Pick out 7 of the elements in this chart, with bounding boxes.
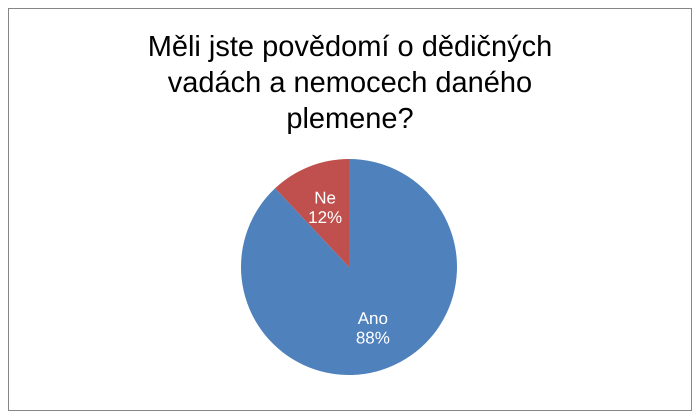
data-label: 88% xyxy=(356,328,390,348)
pie-slice xyxy=(275,159,349,267)
chart-title: Měli jste povědomí o dědičných vadách a nemocech daného plemene? xyxy=(148,31,552,135)
slice-label: Ano xyxy=(358,308,388,328)
slice-label: Ne xyxy=(314,188,336,208)
data-label: 12% xyxy=(308,208,342,227)
pie-slice xyxy=(241,159,457,375)
